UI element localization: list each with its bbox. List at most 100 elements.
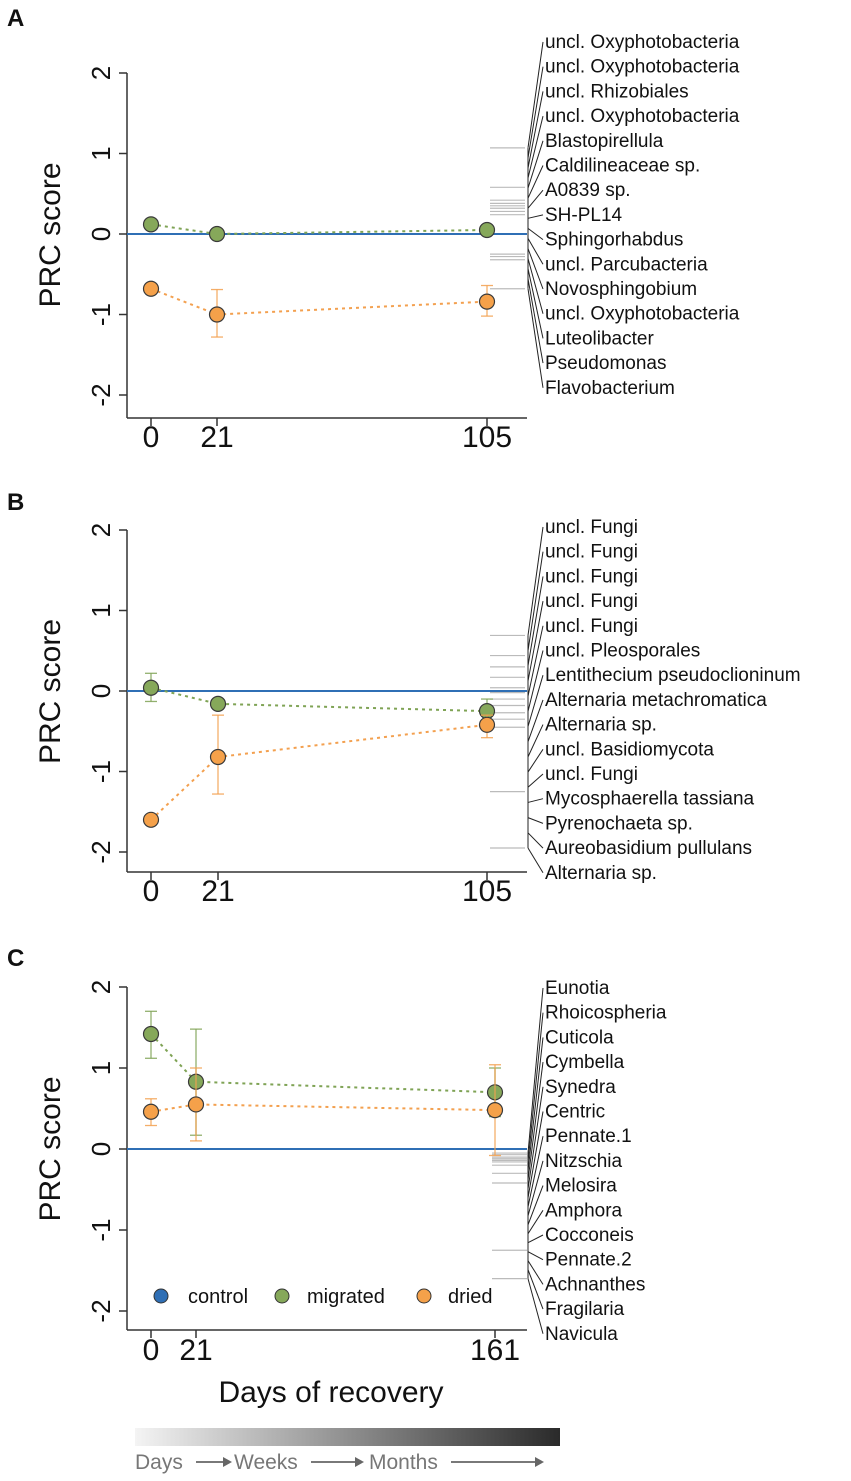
taxon-label: Luteolibacter bbox=[545, 328, 654, 349]
taxon-label: uncl. Fungi bbox=[545, 616, 638, 637]
taxon-leader-line bbox=[527, 214, 544, 219]
taxon-label: uncl. Parcubacteria bbox=[545, 254, 708, 275]
taxon-label: Cymbella bbox=[545, 1052, 625, 1073]
taxon-leader-line bbox=[527, 551, 544, 651]
taxon-leader-line bbox=[527, 1111, 544, 1198]
time-scale: Days Weeks Months bbox=[135, 1428, 560, 1474]
taxon-label: uncl. Fungi bbox=[545, 542, 638, 563]
time-gradient-bar bbox=[135, 1428, 560, 1446]
taxon-label: uncl. Rhizobiales bbox=[545, 81, 689, 102]
taxon-label: Alternaria sp. bbox=[545, 715, 657, 736]
taxon-leader-line bbox=[527, 650, 544, 712]
taxon-label: uncl. Oxyphotobacteria bbox=[545, 57, 740, 78]
legend-control-label: control bbox=[188, 1286, 248, 1308]
y-tick-label: 0 bbox=[86, 227, 116, 241]
taxon-leader-line bbox=[527, 773, 544, 788]
time-arrow-2-head bbox=[355, 1457, 364, 1467]
taxon-label: Rhoicospheria bbox=[545, 1003, 667, 1024]
taxon-label: Pennate.2 bbox=[545, 1250, 632, 1271]
taxon-leader-line bbox=[527, 1234, 544, 1244]
x-tick-label: 0 bbox=[143, 875, 160, 908]
taxon-leader-line bbox=[527, 1260, 544, 1285]
taxon-label: uncl. Fungi bbox=[545, 591, 638, 612]
dried-point bbox=[142, 280, 160, 297]
y-axis-title: PRC score bbox=[34, 162, 67, 307]
time-scale-weeks: Weeks bbox=[234, 1451, 298, 1474]
taxon-leader-line bbox=[527, 832, 544, 849]
y-tick-label: 0 bbox=[86, 1142, 116, 1156]
dried-point bbox=[208, 306, 226, 323]
dried-series-line bbox=[150, 723, 488, 821]
taxon-leader-line bbox=[527, 91, 544, 169]
taxon-leader-line bbox=[527, 749, 544, 773]
dried-point bbox=[478, 293, 496, 310]
migrated-point bbox=[142, 216, 160, 233]
migrated-point bbox=[478, 221, 496, 239]
taxon-leader-line bbox=[527, 601, 544, 682]
taxon-label: uncl. Oxyphotobacteria bbox=[545, 304, 740, 325]
taxon-leader-line bbox=[527, 165, 544, 199]
taxon-leader-line bbox=[527, 1251, 544, 1261]
taxon-label: uncl. Basidiomycota bbox=[545, 739, 714, 760]
taxon-leader-line bbox=[527, 66, 544, 159]
taxon-label: Cocconeis bbox=[545, 1225, 634, 1246]
y-tick-label: -2 bbox=[86, 1299, 116, 1322]
x-tick-label: 21 bbox=[179, 1334, 212, 1367]
taxon-label: Flavobacterium bbox=[545, 378, 675, 399]
taxon-label: A0839 sp. bbox=[545, 180, 631, 201]
taxon-label: Pennate.1 bbox=[545, 1126, 632, 1147]
taxon-label: Alternaria metachromatica bbox=[545, 690, 767, 711]
taxon-leader-line bbox=[527, 1037, 544, 1172]
dried-point bbox=[142, 811, 160, 828]
taxon-leader-line bbox=[527, 238, 544, 265]
taxon-leader-line bbox=[527, 41, 544, 148]
taxon-label: uncl. Fungi bbox=[545, 517, 638, 538]
taxon-leader-line bbox=[527, 987, 544, 1154]
taxon-leader-line bbox=[527, 699, 544, 742]
taxon-leader-line bbox=[527, 1278, 544, 1334]
time-scale-months: Months bbox=[369, 1451, 438, 1474]
y-tick-label: -1 bbox=[86, 1218, 116, 1241]
migrated-point bbox=[209, 695, 227, 712]
taxon-leader-line bbox=[527, 675, 544, 727]
taxon-leader-line bbox=[527, 817, 544, 824]
taxon-leader-line bbox=[527, 798, 544, 803]
taxon-leader-line bbox=[527, 1136, 544, 1207]
x-tick-label: 0 bbox=[143, 421, 160, 454]
taxon-label: Pyrenochaeta sp. bbox=[545, 813, 693, 834]
taxon-label: uncl. Fungi bbox=[545, 764, 638, 785]
time-arrow-3-head bbox=[535, 1457, 544, 1467]
taxon-leader-line bbox=[527, 140, 544, 189]
dried-series-line bbox=[150, 1103, 496, 1113]
taxon-leader-line bbox=[527, 1185, 544, 1225]
taxon-leader-line bbox=[527, 576, 544, 666]
taxon-leader-line bbox=[527, 227, 544, 241]
taxon-label: Centric bbox=[545, 1102, 605, 1123]
taxon-leader-line bbox=[527, 115, 544, 179]
dried-point bbox=[478, 716, 496, 733]
taxon-leader-line bbox=[527, 1086, 544, 1189]
y-tick-label: 2 bbox=[86, 66, 116, 80]
taxon-label: uncl. Fungi bbox=[545, 566, 638, 587]
migrated-point bbox=[142, 1025, 160, 1043]
taxon-leader-line bbox=[527, 189, 544, 209]
panel-letter-b: B bbox=[7, 489, 24, 516]
y-axis-title: PRC score bbox=[34, 1076, 67, 1221]
taxon-label: Aureobasidium pullulans bbox=[545, 838, 752, 859]
taxon-label: Amphora bbox=[545, 1200, 623, 1221]
dried-series-line bbox=[150, 287, 488, 316]
taxon-leader-line bbox=[527, 1062, 544, 1181]
taxon-label: Achnanthes bbox=[545, 1274, 645, 1295]
legend-dried-label: dried bbox=[448, 1286, 492, 1308]
legend: control migrated dried bbox=[153, 1286, 492, 1308]
taxon-label: Synedra bbox=[545, 1077, 616, 1098]
taxon-label: Caldilineaceae sp. bbox=[545, 156, 700, 177]
taxon-leader-line bbox=[527, 248, 544, 290]
y-tick-label: 2 bbox=[86, 523, 116, 537]
migrated-point bbox=[208, 225, 226, 243]
taxon-label: Lentithecium pseudoclioninum bbox=[545, 665, 801, 686]
taxon-leader-line bbox=[527, 847, 544, 874]
x-tick-label: 0 bbox=[143, 1334, 160, 1367]
